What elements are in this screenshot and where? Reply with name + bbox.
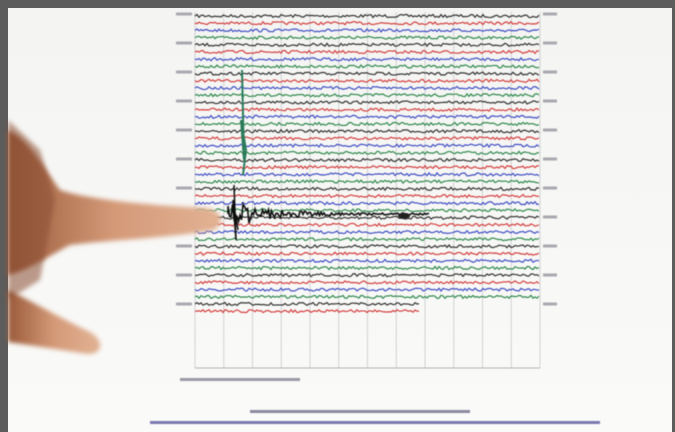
side-label <box>176 303 192 306</box>
side-label <box>543 13 557 16</box>
side-label <box>176 129 192 132</box>
page: (() => { const data = JSON.parse(documen… <box>0 0 675 432</box>
side-label <box>543 71 557 74</box>
side-label <box>176 245 192 248</box>
photo <box>0 0 675 432</box>
side-label <box>176 100 192 103</box>
side-label <box>543 129 557 132</box>
side-label <box>543 100 557 103</box>
footer-line <box>250 410 470 413</box>
side-label <box>176 158 192 161</box>
side-label <box>543 245 557 248</box>
side-label <box>543 303 557 306</box>
side-label <box>176 42 192 45</box>
burst-blob <box>398 213 410 219</box>
side-label <box>543 158 557 161</box>
side-label <box>543 187 557 190</box>
side-label <box>176 187 192 190</box>
side-label <box>543 42 557 45</box>
side-label <box>543 216 557 219</box>
footer-links <box>150 421 600 424</box>
side-label <box>543 274 557 277</box>
side-label <box>176 71 192 74</box>
legend-blur <box>180 378 300 381</box>
side-label <box>176 274 192 277</box>
side-label <box>176 13 192 16</box>
